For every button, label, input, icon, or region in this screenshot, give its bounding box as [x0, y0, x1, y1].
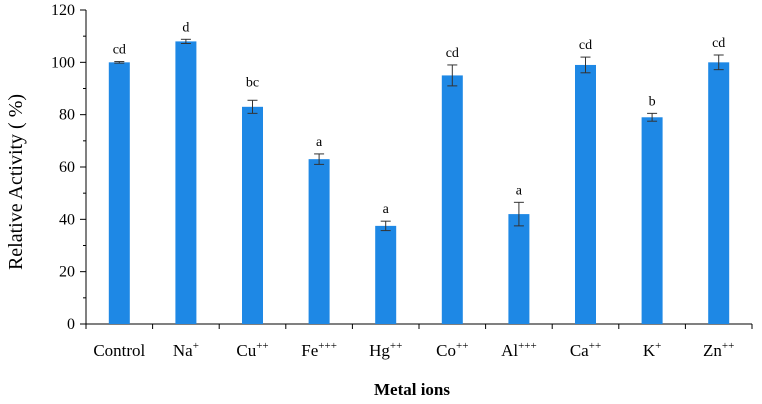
bar	[108, 62, 130, 324]
y-tick-label: 20	[59, 264, 75, 281]
bar	[242, 106, 263, 324]
bar	[441, 75, 463, 325]
bars-group	[108, 38, 730, 325]
y-tick-label: 40	[59, 211, 75, 228]
significance-label: cd	[579, 38, 592, 53]
x-tick-label: Ca++	[570, 340, 601, 360]
significance-label: a	[516, 183, 523, 198]
significance-label: a	[383, 202, 390, 217]
bar	[508, 214, 530, 324]
x-tick-label: Control	[93, 341, 145, 360]
x-tick-label: Cu++	[236, 340, 268, 360]
bar	[308, 159, 330, 324]
significance-label: b	[649, 94, 656, 109]
bar	[575, 64, 596, 324]
bar	[375, 225, 397, 324]
significance-label: cd	[446, 46, 459, 61]
significance-label: bc	[246, 75, 259, 90]
x-tick-label: Co++	[436, 340, 468, 360]
labels-group: cd Control d Na+ bc Cu++ a Fe+++ a Hg++ cd Co++ a Al+…	[93, 20, 734, 360]
bar	[641, 117, 663, 325]
y-tick-label: 120	[51, 2, 75, 19]
y-tick-label: 60	[59, 159, 75, 176]
x-tick-label: Al+++	[501, 340, 537, 360]
y-axis-title: Relative Activity ( %)	[5, 94, 27, 270]
significance-label: cd	[712, 36, 725, 51]
y-tick-label: 0	[67, 316, 75, 333]
axes: 0 20 40 60 80 100 120	[51, 2, 753, 333]
x-tick-label: Na+	[173, 340, 199, 360]
significance-label: d	[182, 20, 189, 35]
bar	[708, 62, 730, 324]
x-tick-label: Hg++	[369, 340, 402, 360]
x-tick-label: Zn++	[703, 340, 734, 360]
x-axis-title: Metal ions	[374, 380, 450, 399]
significance-label: cd	[113, 43, 126, 58]
bar	[175, 41, 197, 325]
x-tick-label: K+	[643, 340, 662, 360]
significance-label: a	[316, 135, 323, 150]
y-tick-label: 100	[51, 54, 75, 71]
x-tick-label: Fe+++	[301, 340, 337, 360]
y-tick-label: 80	[59, 107, 75, 124]
